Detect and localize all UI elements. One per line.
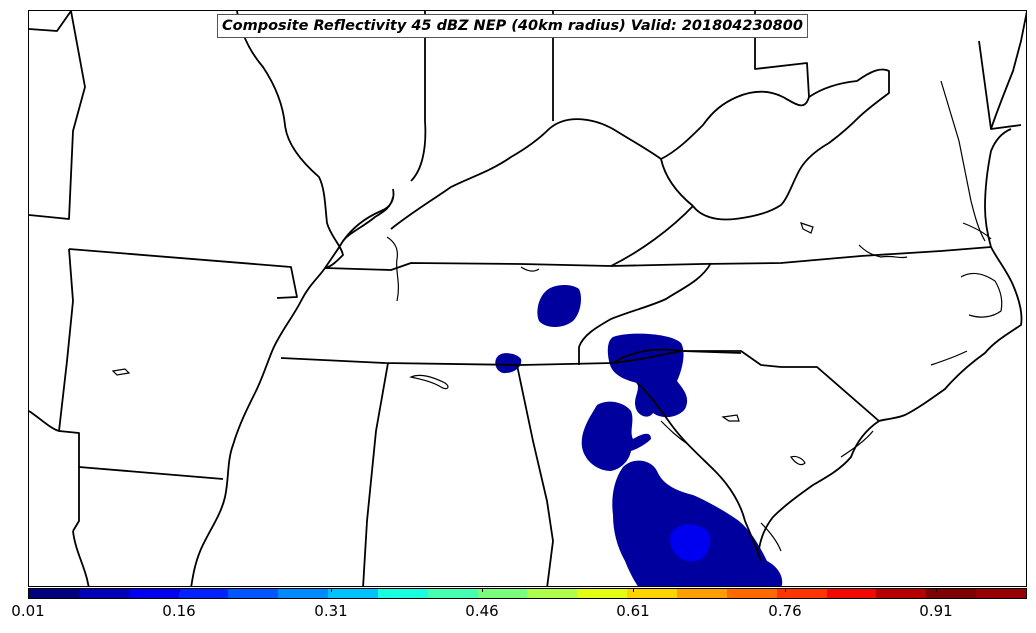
colorbar-tick <box>633 588 634 592</box>
colorbar-tick <box>331 588 332 592</box>
colorbar-tick <box>28 588 29 592</box>
colorbar-segment <box>776 589 827 598</box>
boundary-il-in <box>410 11 427 182</box>
chesapeake-bay <box>940 80 986 242</box>
boundary-ar-west <box>58 248 74 432</box>
colorbar <box>28 588 1027 599</box>
colorbar-segment <box>78 589 129 598</box>
colorbar-tick <box>179 588 180 592</box>
probability-field-layer <box>495 285 783 586</box>
boundary-ok-tx <box>29 410 80 532</box>
colorbar-segment <box>826 589 877 598</box>
boundary-md-de <box>978 40 1022 130</box>
colorbar-tick-label: 0.61 <box>616 602 650 620</box>
colorbar-segment <box>328 589 378 598</box>
colorbar-tick <box>785 588 786 592</box>
colorbar-segment <box>228 589 279 598</box>
lake-moultrie <box>790 455 806 466</box>
state-boundaries <box>29 11 1026 586</box>
boundary-ky-north <box>390 118 662 230</box>
boundary-nc-coast <box>878 246 1023 422</box>
boundary-tn-east <box>578 262 712 365</box>
colorbar-segment <box>527 589 578 598</box>
nep-cell-alabama-border <box>495 353 522 374</box>
lake-kerr <box>800 222 814 234</box>
boundary-ar-la <box>78 466 224 480</box>
map-panel <box>28 10 1027 587</box>
colorbar-segment <box>128 589 179 598</box>
boundary-ms-river <box>190 267 326 586</box>
boundary-wv-shape <box>660 68 890 221</box>
colorbar-segment <box>876 589 927 598</box>
colorbar-tick-label: 0.16 <box>162 602 196 620</box>
boundary-mo-ks <box>29 11 86 220</box>
colorbar-tick-label: 0.01 <box>11 602 45 620</box>
boundary-tn-north <box>324 246 992 271</box>
lake-hartwell <box>660 420 690 446</box>
boundary-il-ky <box>342 196 394 242</box>
colorbar-segment <box>477 589 528 598</box>
map-canvas <box>29 11 1026 586</box>
colorbar-tick <box>936 588 937 592</box>
colorbar-segment <box>427 589 478 598</box>
boundary-al-west <box>362 362 389 586</box>
lake-norman <box>858 244 908 259</box>
lake-marion <box>721 414 740 422</box>
savannah-river-delta <box>760 522 782 552</box>
nep-core-south-georgia <box>669 524 711 562</box>
boundary-sc-coast <box>758 420 880 550</box>
boundary-sc-nc <box>681 350 880 422</box>
colorbar-segment <box>178 589 229 598</box>
nep-cell-tennessee <box>537 285 581 327</box>
boundary-tx-la <box>72 530 90 586</box>
map-title: Composite Reflectivity 45 dBZ NEP (40km … <box>217 14 808 38</box>
colorbar-segment <box>676 589 727 598</box>
winyah-bay <box>840 430 874 458</box>
lake-kentucky <box>386 236 400 302</box>
pamlico-sound <box>960 272 1003 318</box>
colorbar-segment <box>278 589 329 598</box>
colorbar-segment <box>726 589 777 598</box>
water-features <box>111 80 1003 552</box>
tenn-river-marker <box>520 266 540 272</box>
colorbar-segment <box>377 589 428 598</box>
boundary-ar-mo <box>68 248 298 299</box>
colorbar-segment <box>627 589 677 598</box>
boundary-delmarva <box>990 11 1026 130</box>
colorbar-segment <box>976 589 1026 598</box>
boundary-ne <box>29 11 72 32</box>
boundary-va-nc <box>610 205 694 267</box>
boundary-ms-river-upper <box>236 11 344 269</box>
lake-guntersville <box>409 374 449 390</box>
boundary-ga-nc-sc <box>612 348 682 364</box>
cape-fear-river <box>930 350 968 366</box>
boundary-oh-pa <box>754 11 810 98</box>
colorbar-segment <box>29 589 79 598</box>
albemarle-sound <box>962 222 992 240</box>
nep-cell-west-georgia <box>581 401 651 471</box>
boundary-va-coast <box>984 128 1012 248</box>
colorbar-segment <box>926 589 977 598</box>
colorbar-tick-label: 0.76 <box>768 602 802 620</box>
boundary-ga-sc <box>636 382 762 562</box>
colorbar-tick-label: 0.91 <box>919 602 953 620</box>
nep-cell-south-georgia <box>612 460 783 586</box>
colorbar-tick-label: 0.31 <box>314 602 348 620</box>
colorbar-segment <box>577 589 628 598</box>
boundary-al-ga <box>516 364 554 586</box>
boundary-ky-wv <box>660 158 694 207</box>
lake-arkansas <box>111 368 131 376</box>
probability-high-core <box>669 524 711 562</box>
colorbar-tick <box>482 588 483 592</box>
colorbar-tick-label: 0.46 <box>465 602 499 620</box>
